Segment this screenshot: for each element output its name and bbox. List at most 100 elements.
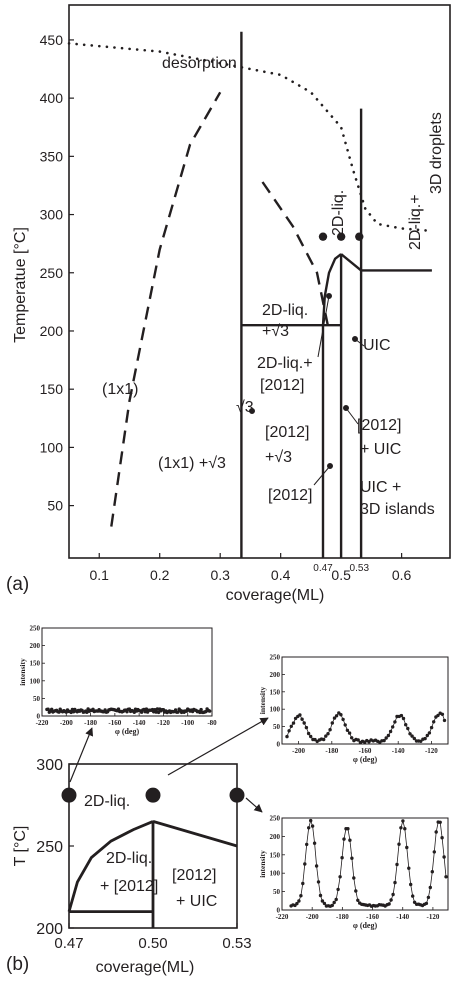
leader-2012-low: [313, 465, 331, 486]
inset-data-point: [397, 842, 401, 846]
phase-marker: [355, 232, 364, 241]
leader-2012-uic: [345, 407, 359, 425]
x-tick-label: 0.6: [392, 567, 412, 583]
inset-data-point: [391, 892, 395, 897]
inset-data-point: [287, 729, 291, 733]
inset-data-point: [419, 739, 423, 743]
inset-data-point: [46, 707, 50, 711]
inset-data-point: [429, 725, 434, 730]
leader-dot-2012-uic: [343, 405, 349, 411]
inset-x-tick-label: -160: [108, 719, 121, 727]
inset-data-point: [176, 710, 180, 714]
x-tick-label-minor: 0.47: [313, 563, 333, 574]
line-dome_right: [340, 253, 362, 272]
panel-b-annotations: 2D-liq. 2D-liq. + [2012] [2012] + UIC: [84, 793, 217, 910]
panel-a-x-axis-label: coverage(ML): [226, 587, 325, 604]
inset-y-tick-label: 0: [277, 741, 281, 749]
panel-a-plot-area: [67, 31, 434, 558]
inset-data-point: [389, 898, 393, 902]
inset-data-point: [346, 827, 350, 831]
inset-data-point: [314, 864, 319, 868]
inset-data-point: [425, 733, 429, 738]
inset-y-tick-label: 50: [273, 723, 281, 731]
inset-data-point: [427, 731, 432, 735]
inset-data-point: [393, 880, 397, 885]
inset-frame: [41, 627, 213, 717]
panel-b-label: (b): [6, 954, 29, 975]
inset-y-tick-label: 250: [30, 625, 41, 633]
inset-y-axis-label: intensity: [258, 687, 267, 715]
inset-y-tick-label: 100: [270, 706, 281, 714]
y-tick-label: 450: [40, 32, 64, 48]
inset-data-point: [332, 716, 337, 720]
inset-data-point: [339, 713, 343, 717]
y-tick-label: 400: [40, 90, 64, 106]
b-phase-marker: [145, 787, 161, 803]
inset-data-point: [382, 738, 386, 743]
inset-data-point: [442, 718, 447, 723]
annotation-b-2d-liq: 2D-liq.: [84, 793, 130, 810]
inset-data-point: [434, 830, 438, 834]
inset-y-tick-label: 50: [33, 695, 41, 703]
annotation-2012-sqrt3-b: +√3: [265, 449, 292, 466]
inset-x-tick-label: -180: [336, 913, 349, 921]
inset-y-axis-label: intensity: [18, 658, 27, 686]
inset-data-point: [156, 710, 161, 715]
leader-2d-liq-2012: [317, 295, 330, 358]
inset-data-point: [316, 880, 321, 884]
inset-data-point: [300, 717, 304, 721]
inset-x-tick-label: -220: [276, 913, 289, 921]
inset-y-tick-label: 200: [270, 671, 281, 679]
inset-data-point: [350, 856, 354, 860]
annotation-3d-droplets: 3D droplets: [428, 112, 445, 194]
inset-data-point: [291, 721, 296, 725]
inset-data-point: [338, 875, 342, 879]
x-tick-label: 0.1: [90, 567, 110, 583]
inset-data-point: [404, 723, 408, 727]
inset-x-tick-label: -160: [359, 747, 372, 755]
inset-y-tick-label: 100: [30, 677, 41, 685]
panel-b-y-axis-label: T [°C]: [12, 826, 29, 867]
inset-data-point: [432, 720, 436, 724]
inset-data-point: [334, 714, 339, 718]
b-line-dome_left: [67, 820, 154, 912]
inset-data-point: [306, 731, 311, 736]
arrow-to-inset-1: [69, 727, 94, 783]
inset-data-point: [293, 716, 298, 721]
inset-y-tick-label: 0: [37, 713, 41, 721]
panel-a-y-ticks: 50 100 150 200 250 300 350 400 450: [40, 32, 74, 514]
inset-series-line: [290, 819, 447, 907]
inset-data-point: [345, 728, 350, 732]
inset-x-tick-label: -120: [425, 747, 438, 755]
inset-data-point: [309, 818, 313, 823]
inset-x-tick-label: -160: [366, 913, 379, 921]
b-y-tick-label: 250: [36, 839, 63, 856]
phase-marker: [318, 232, 328, 241]
x-tick-label-minor: 0.53: [350, 563, 370, 574]
inset-arrows: [69, 717, 269, 813]
inset-data-point: [432, 850, 436, 854]
inset-data-point: [409, 882, 413, 887]
annotation-2d-liq-2012-b: [2012]: [260, 377, 304, 394]
inset-data-point: [304, 725, 309, 730]
inset-frame: [281, 817, 449, 911]
x-tick-label: 0.2: [150, 567, 170, 583]
inset-data-point: [303, 862, 307, 866]
inset-data-point: [412, 736, 416, 741]
panel-b: 200 250 300 0.47 0.50 0.53 T [°C] coverage(M…: [6, 757, 252, 976]
annotation-2d-liq-vertical: 2D-liq.: [330, 190, 347, 236]
inset-data-point: [324, 734, 328, 738]
inset-data-point: [336, 887, 340, 892]
inset-data-point: [342, 837, 346, 841]
inset-y-tick-label: 150: [270, 851, 281, 859]
inset-x-axis-label: φ (deg): [115, 727, 140, 736]
annotation-2012-uic-b: + UIC: [360, 441, 401, 458]
x-tick-label: 0.5: [331, 567, 351, 583]
inset-data-point: [341, 717, 345, 722]
inset-x-tick-label: -120: [157, 719, 170, 727]
inset-data-point: [155, 707, 160, 711]
panel-b-y-ticks: 200 250 300: [36, 757, 74, 938]
annotation-1x1: (1x1): [102, 381, 138, 398]
